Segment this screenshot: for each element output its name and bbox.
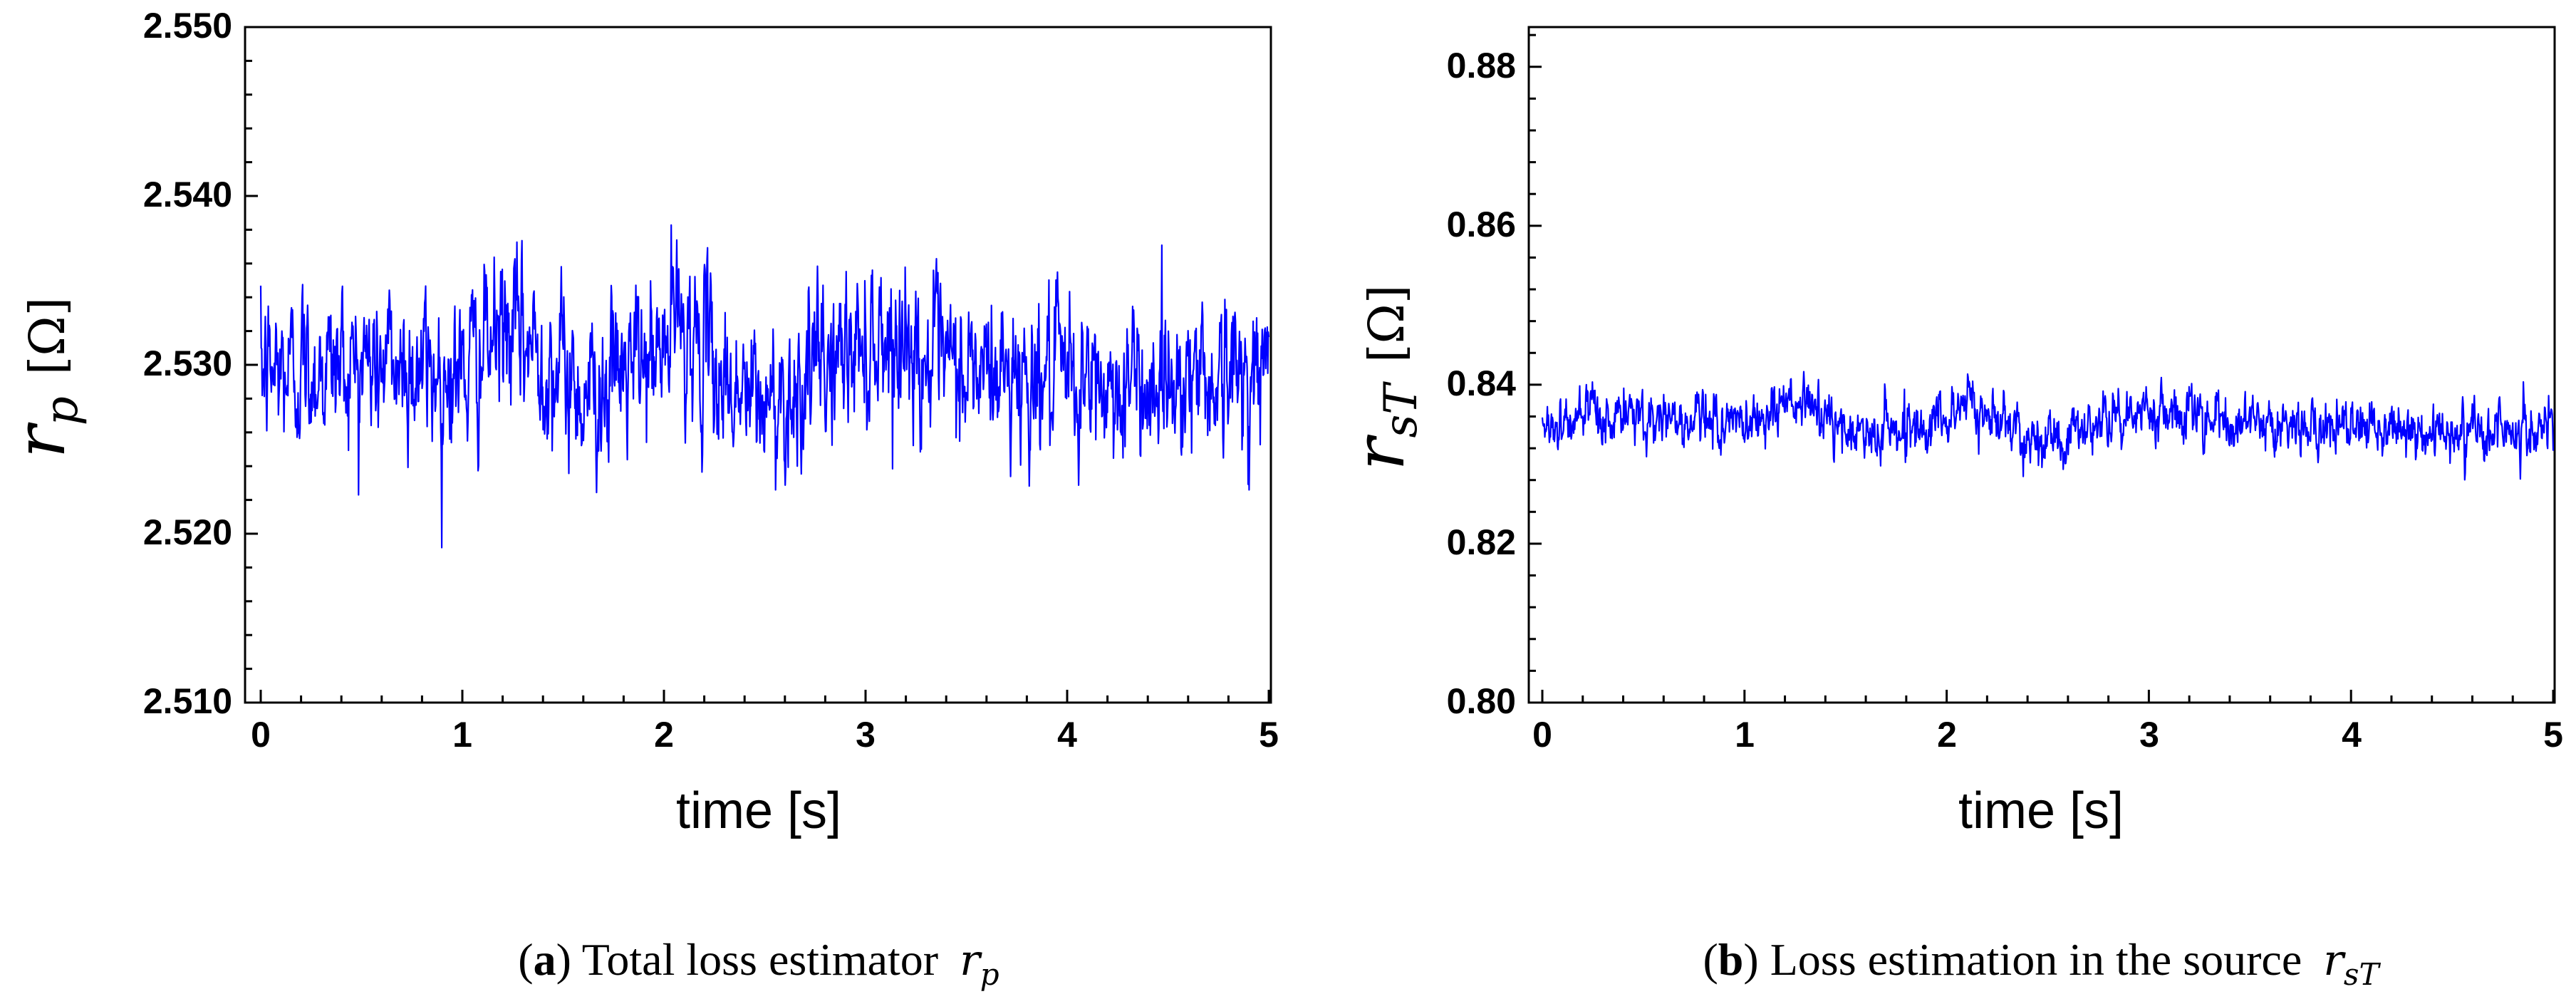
svg-text:rsT[Ω]: rsT [Ω]	[1340, 285, 1428, 471]
chart-b: 0.80 0.82 0.84 0.86 0.88 0 1 2 3 4 5 tim…	[1340, 26, 2563, 992]
chart-b-ticks	[1529, 33, 2555, 704]
chart-a-xtick-label: 0	[251, 715, 271, 755]
chart-b-ytick-label: 0.80	[1447, 681, 1516, 721]
chart-a-xtick-label: 4	[1057, 715, 1077, 755]
chart-a-xtick-label: 3	[856, 715, 876, 755]
chart-b-series-line	[1541, 371, 2555, 481]
chart-a: 2.510 2.520 2.530 2.540 2.550 0 1 2 3 4 …	[1, 6, 1279, 992]
chart-a-caption-text: Total loss estimator	[571, 934, 950, 985]
chart-a-xtick-label: 2	[654, 715, 674, 755]
chart-b-xtick-label: 2	[1937, 715, 1957, 755]
chart-b-caption-sub: sT	[2344, 957, 2382, 992]
chart-b-caption-text: Loss estimation in the source	[1759, 934, 2314, 985]
chart-b-caption-symbol: r	[2323, 936, 2346, 985]
chart-a-ylabel-unit: [Ω]	[20, 297, 76, 375]
chart-b-ylabel-unit: [Ω]	[1359, 285, 1416, 363]
chart-b-ylabel-symbol: r	[1340, 434, 1420, 470]
chart-b-xtick-label: 5	[2543, 715, 2563, 755]
chart-b-xtick-label: 0	[1532, 715, 1552, 755]
chart-b-ytick-label: 0.84	[1447, 363, 1517, 403]
chart-b-caption: (b) Loss estimation in the source rsT	[1703, 934, 2381, 992]
chart-b-xtick-label: 4	[2342, 715, 2362, 755]
chart-a-xtick-label: 5	[1259, 715, 1279, 755]
chart-a-ylabel-sub: p	[36, 396, 88, 425]
chart-b-plot-frame	[1527, 26, 2556, 704]
chart-b-x-axis-title: time [s]	[1958, 782, 2124, 839]
chart-a-ytick-label: 2.520	[143, 512, 232, 552]
svg-text:rp[Ω]: rp [Ω]	[1, 297, 88, 458]
chart-b-ytick-label: 0.82	[1447, 522, 1516, 562]
chart-a-ytick-label: 2.540	[143, 175, 232, 214]
chart-a-y-axis-title: rp [Ω]	[1, 297, 88, 458]
chart-a-series-line	[259, 224, 1270, 549]
chart-a-caption: (a) Total loss estimator rp	[518, 934, 999, 992]
chart-b-xtick-label: 3	[2139, 715, 2159, 755]
chart-a-x-axis-title: time [s]	[676, 782, 841, 839]
chart-b-ylabel-sub: sT	[1375, 381, 1428, 438]
chart-a-ytick-label: 2.530	[143, 343, 232, 383]
chart-a-caption-sub: p	[980, 957, 999, 992]
chart-a-ticks	[245, 26, 1270, 704]
chart-a-caption-letter: a	[534, 934, 556, 985]
chart-b-xtick-label: 1	[1735, 715, 1755, 755]
chart-b-caption-letter: b	[1718, 934, 1744, 985]
chart-a-ylabel-symbol: r	[1, 422, 80, 458]
chart-a-caption-symbol: r	[960, 936, 982, 985]
chart-b-ytick-label: 0.88	[1447, 46, 1516, 86]
chart-a-xtick-label: 1	[452, 715, 472, 755]
chart-b-ytick-label: 0.86	[1447, 205, 1516, 244]
chart-a-ytick-label: 2.550	[143, 6, 232, 46]
chart-a-ytick-label: 2.510	[143, 681, 232, 721]
chart-b-y-axis-title: rsT [Ω]	[1340, 285, 1428, 471]
